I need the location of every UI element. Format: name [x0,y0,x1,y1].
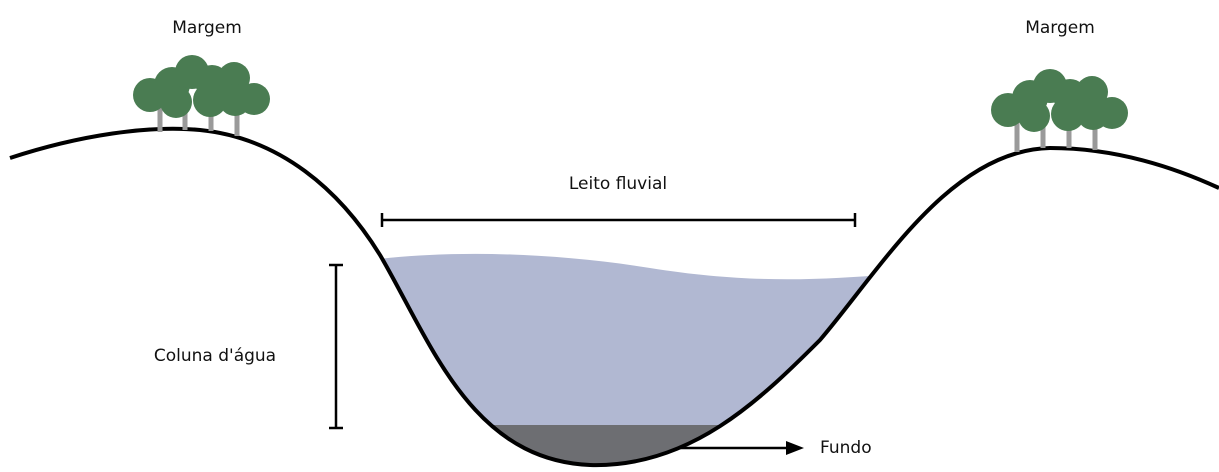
river-diagram: Margem Margem Leito fluvial Coluna d'águ… [0,0,1219,472]
riverbed-label: Leito fluvial [569,174,667,194]
water-column-label: Coluna d'água [154,346,276,366]
trees-left [133,55,270,136]
left-bank-label: Margem [172,18,242,38]
riverbed-bracket [382,213,855,227]
bottom-arrow [680,441,804,455]
right-bank-label: Margem [1025,18,1095,38]
bottom-label: Fundo [820,438,872,458]
water-column-bracket [329,265,343,428]
trees-right [991,69,1128,152]
